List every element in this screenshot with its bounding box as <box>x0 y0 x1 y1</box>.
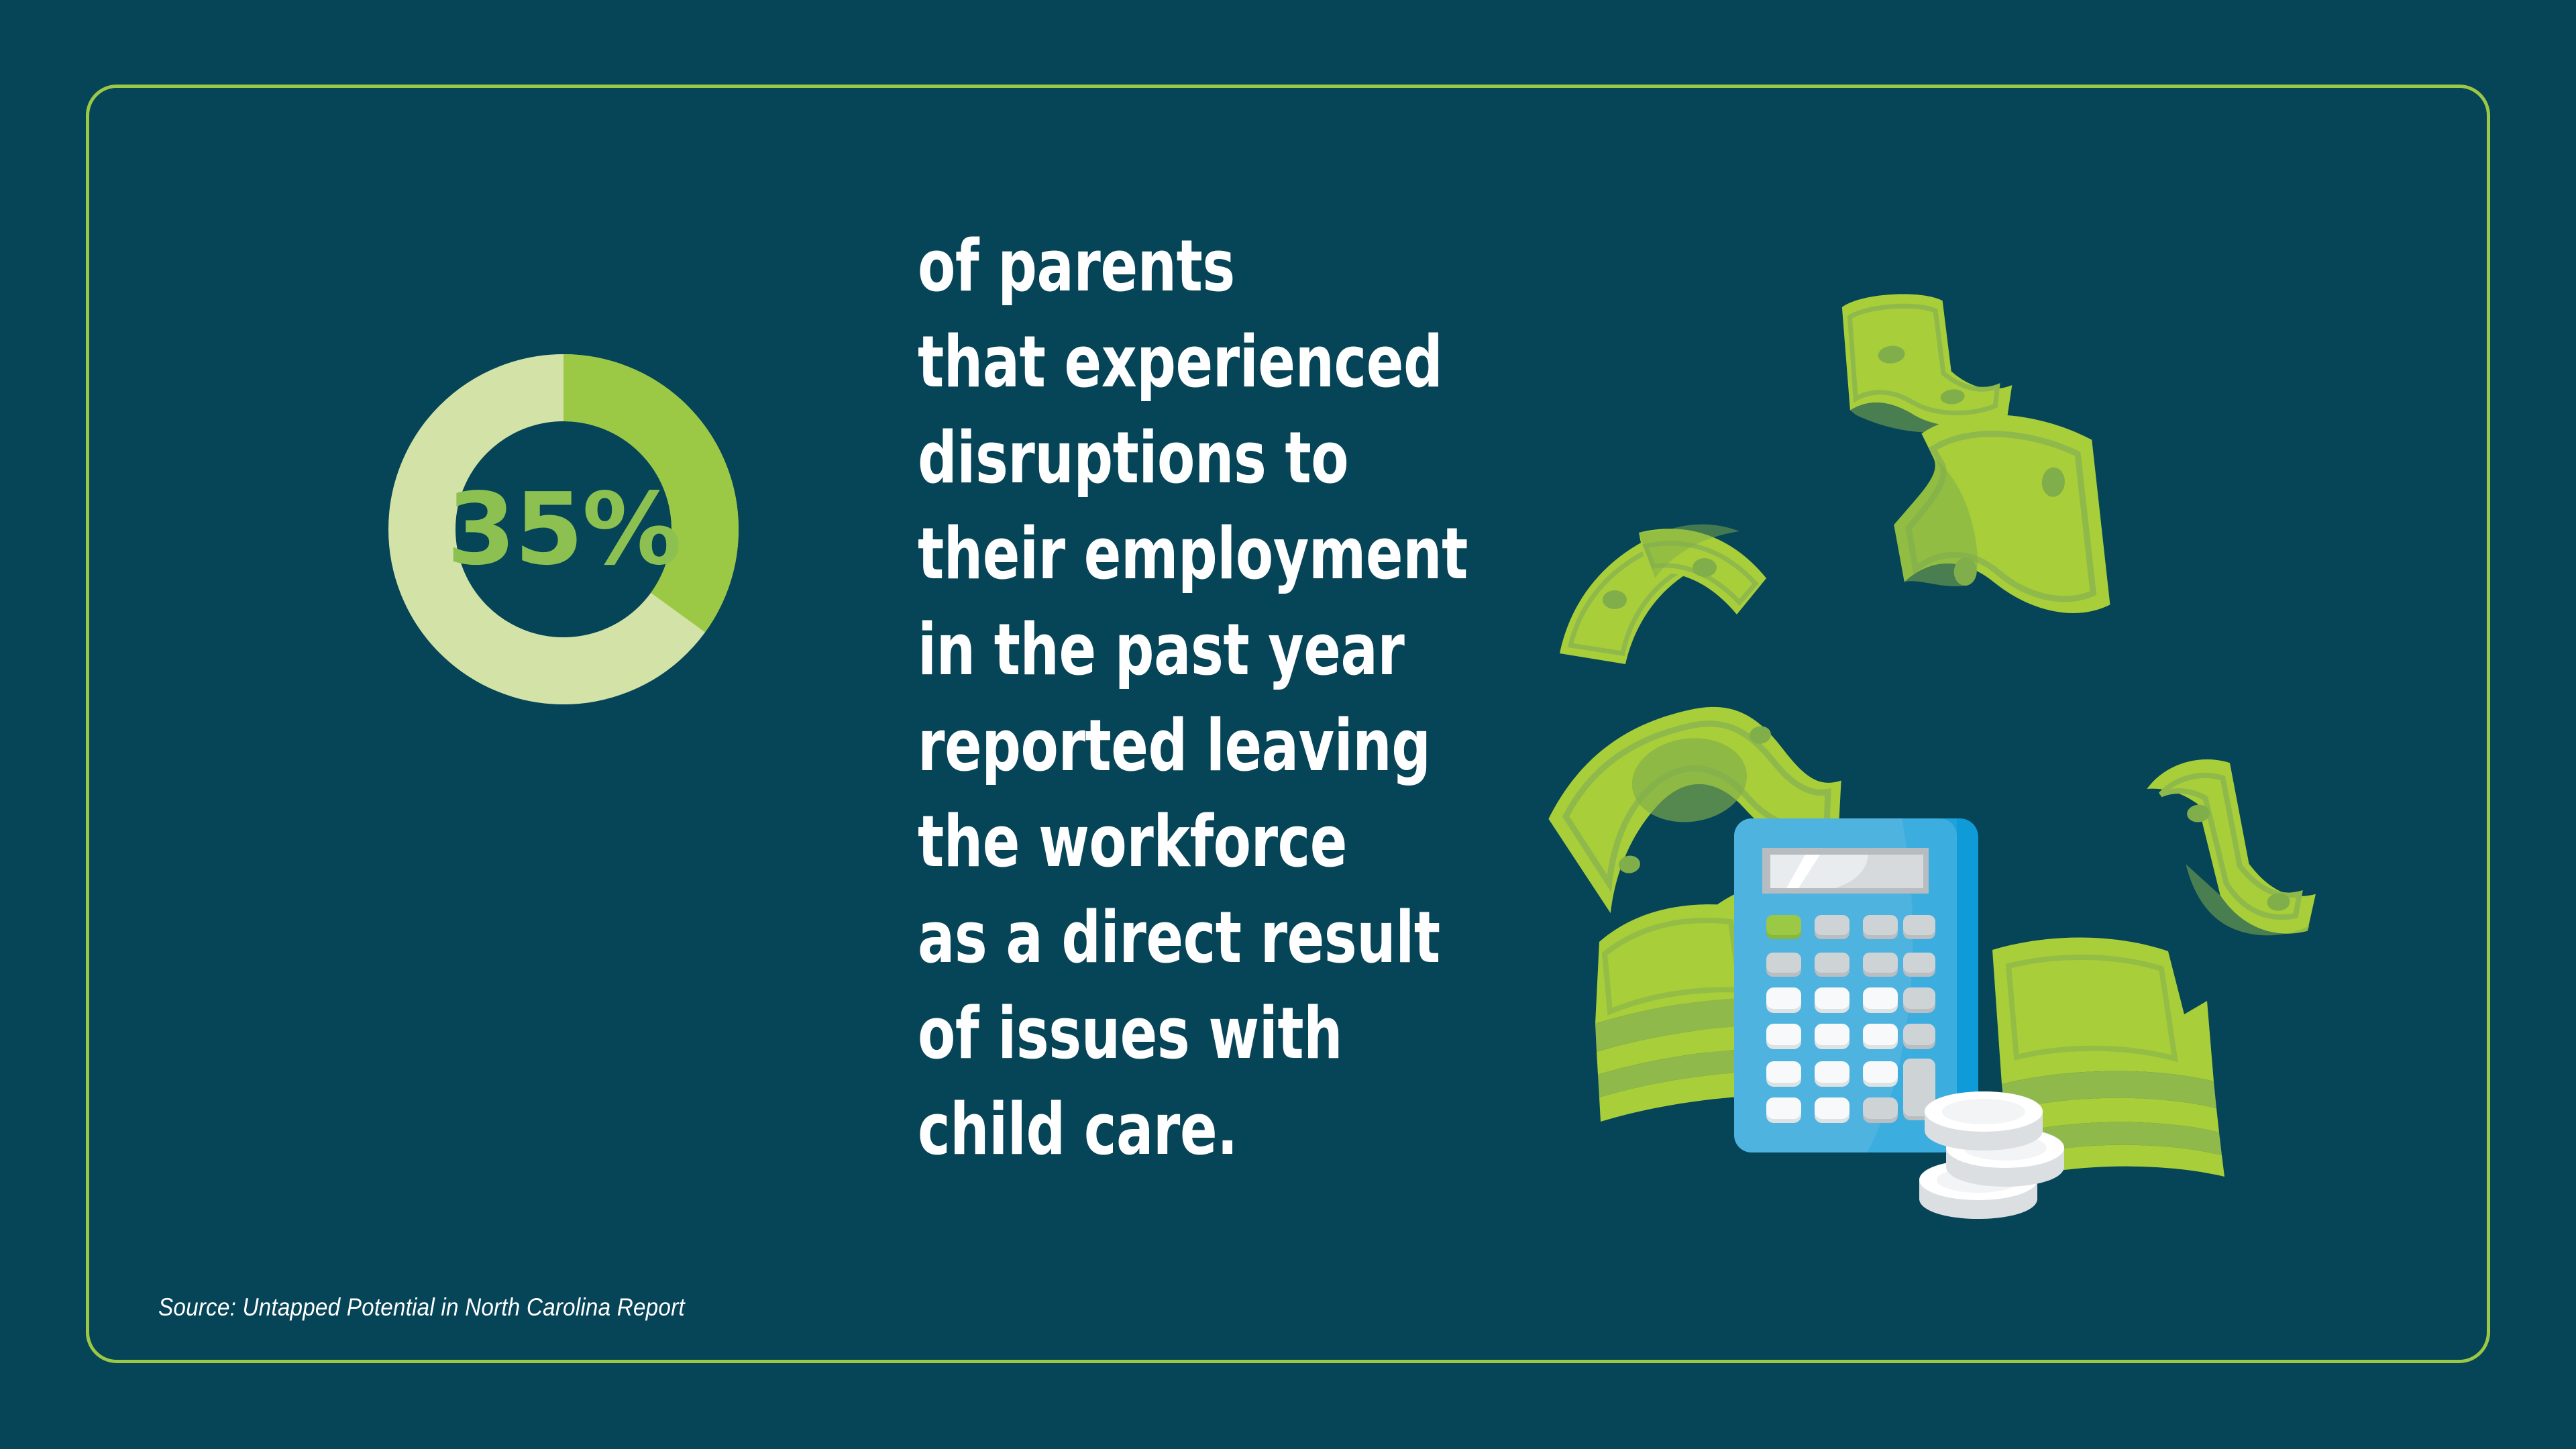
headline-line: reported leaving <box>918 704 1431 787</box>
flying-bill-upper-right-icon <box>1894 415 2110 614</box>
headline-line: their employment <box>918 513 1468 595</box>
headline-line: disruptions to <box>918 417 1349 499</box>
calculator-screen <box>1762 848 1929 894</box>
flying-bill-top-icon <box>1841 294 2012 433</box>
flying-bill-left-icon <box>1560 524 1766 664</box>
headline-line: as a direct result <box>918 896 1440 979</box>
coin-stack-icon <box>1919 1091 2064 1219</box>
donut-chart-svg <box>388 354 739 704</box>
headline-line: in the past year <box>918 608 1405 691</box>
calculator-icon <box>1734 818 1978 1152</box>
flying-bill-small-right-icon <box>2147 759 2316 936</box>
money-stack-right-icon <box>1992 937 2224 1179</box>
source-citation: Source: Untapped Potential in North Caro… <box>158 1293 685 1321</box>
headline-text: of parents that experienced disruptions … <box>918 218 1517 1177</box>
calculator-keypad <box>1766 915 1935 1123</box>
headline-line: of parents <box>918 225 1235 307</box>
donut-chart: 35% <box>388 354 739 705</box>
calculator-key-accent <box>1766 915 1801 935</box>
donut-center-percent: 35% <box>446 472 682 587</box>
calculator-and-money-illustration <box>1548 201 2368 1219</box>
headline-line: of issues with <box>918 992 1343 1075</box>
donut-slice-value <box>388 354 739 704</box>
headline-line: child care. <box>918 1088 1238 1171</box>
headline-line: the workforce <box>918 800 1348 883</box>
headline-line: that experienced <box>918 321 1443 403</box>
